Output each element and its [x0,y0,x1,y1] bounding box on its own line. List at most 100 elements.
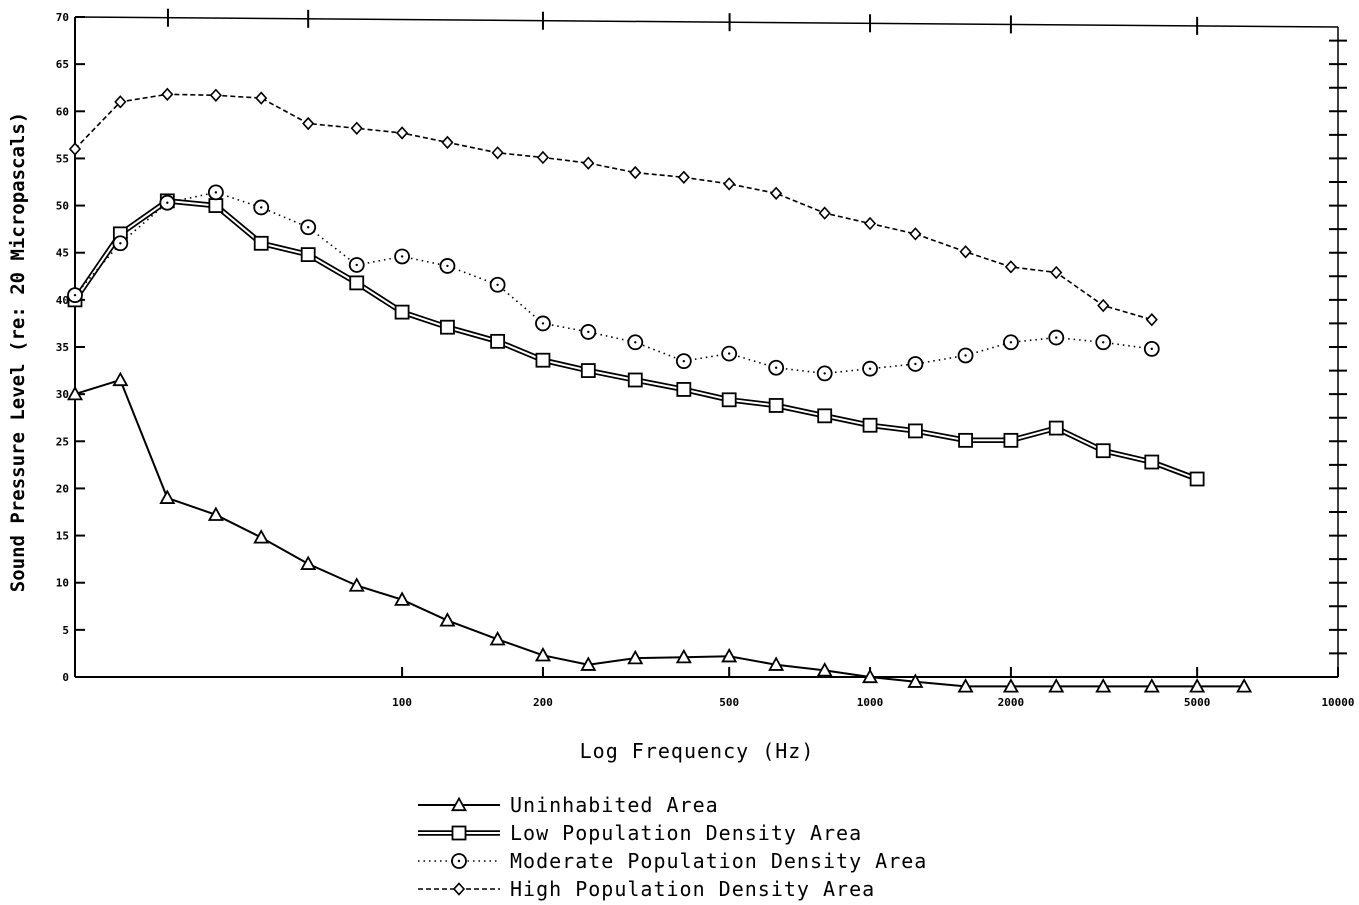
y-tick-label: 60 [56,105,69,118]
triangle-marker [66,385,84,401]
diamond-marker [491,146,504,160]
circle-marker-dot [355,263,358,267]
diamond-marker [114,95,127,109]
y-tick-label: 40 [56,294,69,307]
y-tick-label: 35 [56,341,69,354]
circle-marker-dot [1055,336,1058,339]
circle-marker-dot [214,191,218,194]
diamond-marker [209,88,222,102]
circle-marker [768,359,785,376]
diamond-marker [396,126,409,140]
y-tick-label: 0 [62,671,69,684]
diamond-marker [909,227,922,241]
circle-marker-dot [306,226,310,229]
y-tick-label: 30 [56,388,69,401]
triangle-marker [1143,678,1160,693]
x-tick-label: 200 [533,696,553,709]
circle-marker [348,257,365,273]
triangle-marker [580,656,597,671]
circle-marker-dot [400,255,404,258]
circle-marker-dot [260,206,263,209]
legend-label: Moderate Population Density Area [510,849,927,873]
circle-marker [1003,334,1019,351]
circle-marker-dot [541,322,545,325]
circle-marker-dot [446,264,449,268]
circle-marker-dot [727,352,731,355]
square-marker [1048,420,1064,436]
diamond-marker [818,206,831,220]
triangle-marker [768,656,785,671]
y-tick-label: 70 [56,11,69,24]
square-marker [627,372,643,388]
diamond-marker [723,177,736,191]
diamond-marker [959,245,972,259]
circle-marker-dot [964,354,967,357]
triangle-marker [907,673,924,688]
diamond-marker [68,142,82,156]
square-marker [253,235,269,251]
triangle-marker [1095,678,1112,693]
y-tick-label: 15 [56,530,69,543]
circle-marker [300,219,317,236]
legend-entry: Uninhabited Area [418,793,718,817]
diamond-marker [452,882,466,896]
circle-marker-dot [496,283,499,286]
circle-marker-dot [774,366,778,369]
axes: 0 5 10 15 20 25 30 35 40 45 50 55 60 65 70 100 200 500 100… [56,8,1355,709]
square-marker [1095,443,1111,459]
legend: Uninhabited Area Low Population Density A… [418,793,927,901]
circle-marker [907,356,924,372]
triangle-marker [862,668,879,684]
circle-marker [439,258,456,274]
square-marker [1189,471,1205,487]
diamond-marker [302,116,315,131]
x-tick-label: 1000 [857,696,884,709]
square-marker [721,392,737,408]
circle-marker-dot [1102,341,1105,344]
diamond-marker [770,186,783,201]
triangle-marker [439,612,456,627]
y-tick-label: 10 [56,577,69,590]
diamond-marker [441,135,454,150]
circle-marker-dot [1150,347,1153,351]
triangle-marker [489,630,506,646]
circle-marker [816,365,833,382]
square-marker [768,398,784,413]
x-tick-label: 500 [719,696,739,709]
diamond-marker [350,121,363,135]
legend-entry: Moderate Population Density Area [418,849,927,873]
legend-label: High Population Density Area [510,877,875,901]
circle-marker [675,353,692,370]
circle-marker [394,248,410,265]
circle-marker [489,276,506,293]
triangle-marker [957,678,974,693]
triangle-marker [1236,678,1253,693]
circle-marker-dot [682,359,686,363]
square-marker [907,423,923,439]
circle-marker-dot [119,242,122,245]
diamond-marker [863,216,877,231]
triangle-marker [1189,678,1206,693]
circle-marker [207,184,224,201]
series-diamond [68,87,1158,327]
circle-marker [957,347,974,364]
circle-marker [580,324,597,340]
square-marker [440,319,455,335]
circle-marker [1048,329,1065,346]
square-marker [676,382,692,397]
square-marker [580,363,596,378]
triangle-marker [253,529,270,544]
series-line [74,191,1152,375]
x-tick-label: 100 [392,696,412,709]
circle-marker-dot [457,859,461,863]
diamond-marker [1097,298,1110,313]
diamond-marker [582,156,595,170]
circle-marker-dot [1009,341,1013,344]
series-circle [67,184,1160,382]
square-marker [349,275,365,291]
triangle-marker [534,646,551,662]
legend-entry: Low Population Density Area [418,821,861,845]
circle-marker [67,287,83,304]
diamond-marker [677,170,690,184]
circle-marker [1095,334,1112,351]
